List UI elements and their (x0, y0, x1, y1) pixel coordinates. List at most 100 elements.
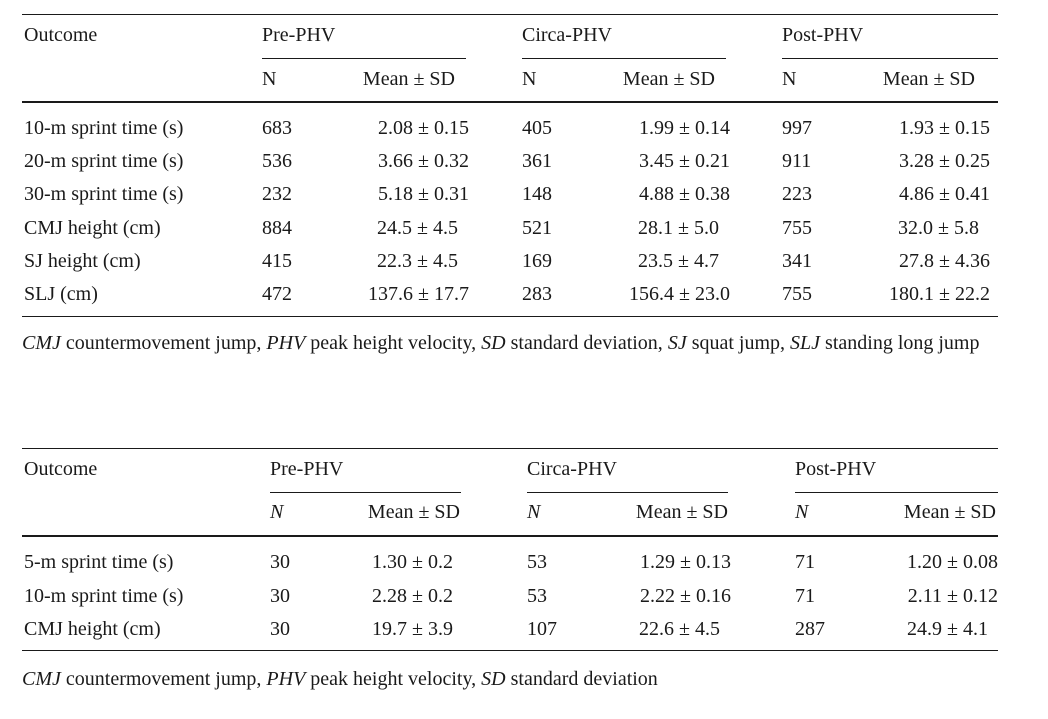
table-2-header-pre-mean: Mean ± SD (367, 501, 460, 523)
table-1-post-mean: 32.0 ± 5.8 (898, 217, 979, 239)
table-1-post-n: 755 (782, 283, 812, 305)
table-1-header-pre-mean: Mean ± SD (362, 68, 455, 90)
table-2-post-n: 287 (795, 618, 825, 640)
table-1-post-mean: 180.1 ± 22.2 (889, 283, 990, 305)
table-2-header-pre-phv: Pre-PHV (270, 458, 344, 480)
table-1-circa-n: 148 (522, 183, 552, 205)
table-1-pre-n: 683 (262, 117, 292, 139)
table-2-post-mean: 1.20 ± 0.08 (907, 551, 998, 573)
caption-abbr: PHV (266, 332, 306, 354)
table-1-outcome: 20-m sprint time (s) (24, 150, 184, 172)
table-2-header-circa-n: N (527, 501, 541, 523)
table-2-circa-n: 53 (527, 585, 547, 607)
table-2-post-n: 71 (795, 551, 815, 573)
table-1-header-circa-mean: Mean ± SD (622, 68, 715, 90)
table-2-header-post-phv: Post-PHV (795, 458, 877, 480)
caption-text: peak height velocity, (305, 668, 482, 690)
table-2-outcome: CMJ height (cm) (24, 618, 161, 640)
table-1-header-rule (22, 101, 998, 103)
table-2-circa-n: 53 (527, 551, 547, 573)
table-1-bottom-rule (22, 316, 998, 317)
table-2-header-post-mean: Mean ± SD (903, 501, 996, 523)
table-1-outcome: 10-m sprint time (s) (24, 117, 184, 139)
table-1-header-post-n: N (782, 68, 797, 90)
table-1-pre-mean: 24.5 ± 4.5 (377, 217, 458, 239)
table-1-pre-n: 472 (262, 283, 292, 305)
table-1-post-mean: 1.93 ± 0.15 (899, 117, 990, 139)
table-2-header-pre-n: N (270, 501, 284, 523)
table-1-circa-mean: 28.1 ± 5.0 (638, 217, 719, 239)
table-2-pre-group-rule (270, 492, 461, 493)
table-1-pre-mean: 137.6 ± 17.7 (368, 283, 469, 305)
table-2-circa-n: 107 (527, 618, 557, 640)
table-2-caption: CMJ countermovement jump, PHV peak heigh… (22, 666, 1002, 693)
table-2-pre-mean: 2.28 ± 0.2 (372, 585, 453, 607)
table-1-pre-n: 232 (262, 183, 292, 205)
table-2-pre-mean: 19.7 ± 3.9 (372, 618, 453, 640)
table-1-caption: CMJ countermovement jump, PHV peak heigh… (22, 330, 1002, 357)
table-1-circa-mean: 4.88 ± 0.38 (639, 183, 730, 205)
table-1-post-mean: 3.28 ± 0.25 (899, 150, 990, 172)
table-2-pre-n: 30 (270, 618, 290, 640)
table-1-header-pre-n: N (262, 68, 277, 90)
table-2-header-rule (22, 535, 998, 537)
table-2-outcome: 10-m sprint time (s) (24, 585, 184, 607)
caption-abbr: PHV (266, 668, 306, 690)
caption-text: peak height velocity, (305, 332, 482, 354)
table-1-outcome: CMJ height (cm) (24, 217, 161, 239)
table-1-pre-group-rule (262, 58, 466, 59)
table-1-top-rule (22, 14, 998, 15)
table-2-outcome: 5-m sprint time (s) (24, 551, 174, 573)
table-2-circa-mean: 22.6 ± 4.5 (639, 618, 720, 640)
table-1-pre-n: 415 (262, 250, 292, 272)
table-2-circa-mean: 1.29 ± 0.13 (640, 551, 731, 573)
table-1-post-n: 755 (782, 217, 812, 239)
table-1-header-pre-phv: Pre-PHV (262, 24, 336, 46)
caption-abbr: SJ (667, 332, 687, 354)
table-1-post-mean: 4.86 ± 0.41 (899, 183, 990, 205)
table-1-pre-n: 884 (262, 217, 292, 239)
table-2-post-group-rule (795, 492, 998, 493)
table-2-header-circa-mean: Mean ± SD (635, 501, 728, 523)
table-2-header-outcome: Outcome (24, 458, 98, 480)
table-2-post-n: 71 (795, 585, 815, 607)
caption-abbr: SD (481, 668, 506, 690)
table-1-post-mean: 27.8 ± 4.36 (899, 250, 990, 272)
table-2-header-circa-phv: Circa-PHV (527, 458, 617, 480)
table-1-header-post-phv: Post-PHV (782, 24, 864, 46)
table-1-header-outcome: Outcome (24, 24, 98, 46)
table-1-circa-n: 283 (522, 283, 552, 305)
caption-text: countermovement jump, (60, 332, 267, 354)
caption-text: squat jump, (686, 332, 791, 354)
table-1-pre-n: 536 (262, 150, 292, 172)
table-1-post-n: 341 (782, 250, 812, 272)
table-1-post-group-rule (782, 58, 998, 59)
table-1-outcome: SLJ (cm) (24, 283, 98, 305)
table-2-pre-n: 30 (270, 551, 290, 573)
table-2-post-mean: 2.11 ± 0.12 (907, 585, 998, 607)
table-1-pre-mean: 3.66 ± 0.32 (378, 150, 469, 172)
table-1-pre-mean: 5.18 ± 0.31 (378, 183, 469, 205)
table-1-outcome: SJ height (cm) (24, 250, 141, 272)
table-2-pre-n: 30 (270, 585, 290, 607)
caption-abbr: CMJ (22, 668, 61, 690)
table-1-circa-n: 521 (522, 217, 552, 239)
table-1-circa-mean: 156.4 ± 23.0 (629, 283, 730, 305)
table-2-header-post-n: N (795, 501, 809, 523)
table-1-header-circa-phv: Circa-PHV (522, 24, 612, 46)
table-2-pre-mean: 1.30 ± 0.2 (372, 551, 453, 573)
table-1-circa-mean: 3.45 ± 0.21 (639, 150, 730, 172)
table-2-top-rule (22, 448, 998, 449)
table-1-pre-mean: 2.08 ± 0.15 (378, 117, 469, 139)
table-1-circa-n: 361 (522, 150, 552, 172)
caption-text: countermovement jump, (60, 668, 267, 690)
table-1-circa-mean: 1.99 ± 0.14 (639, 117, 730, 139)
table-1-circa-n: 405 (522, 117, 552, 139)
table-1-header-circa-n: N (522, 68, 537, 90)
caption-abbr: CMJ (22, 332, 61, 354)
caption-abbr: SD (481, 332, 506, 354)
table-2-circa-group-rule (527, 492, 728, 493)
caption-text: standing long jump (820, 332, 980, 354)
table-2-post-mean: 24.9 ± 4.1 (907, 618, 988, 640)
caption-text: standard deviation (505, 668, 658, 690)
